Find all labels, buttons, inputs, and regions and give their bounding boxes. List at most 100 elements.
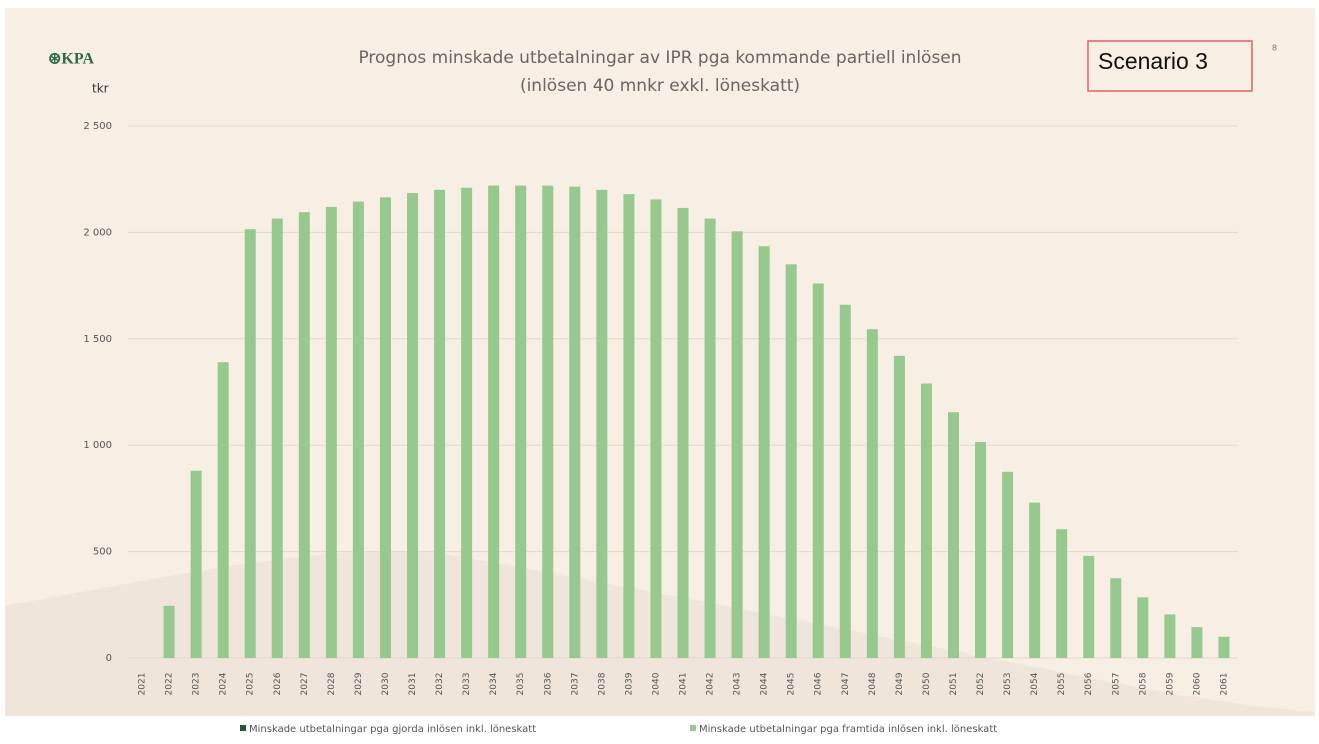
bar: [947, 412, 959, 658]
x-tick-label: 2042: [706, 673, 716, 696]
x-tick-label: 2027: [300, 673, 310, 696]
x-tick-label: 2047: [841, 673, 851, 696]
bar: [650, 199, 662, 658]
x-tick-label: 2058: [1138, 672, 1148, 695]
bar: [217, 362, 229, 658]
legend-swatch: [240, 725, 246, 731]
bar: [893, 355, 905, 658]
bar: [866, 329, 878, 658]
bar: [407, 193, 419, 659]
x-tick-label: 2028: [327, 672, 337, 695]
bar: [812, 283, 824, 658]
x-tick-label: 2036: [543, 672, 553, 695]
bar: [515, 185, 527, 659]
y-tick-label: 2 000: [83, 227, 112, 238]
bar: [542, 185, 554, 659]
x-tick-label: 2061: [1219, 673, 1229, 696]
bar: [1164, 614, 1176, 658]
bar: [920, 383, 932, 658]
x-tick-label: 2050: [922, 672, 932, 695]
x-tick-label: 2031: [408, 673, 418, 696]
legend-label: Minskade utbetalningar pga framtida inlö…: [699, 724, 997, 735]
bar: [1137, 597, 1149, 658]
x-tick-label: 2037: [570, 673, 580, 696]
x-tick-label: 2059: [1165, 672, 1175, 695]
bar: [461, 187, 473, 658]
bar: [190, 470, 202, 658]
scenario-box: [1087, 40, 1253, 92]
x-tick-label: 2053: [1003, 673, 1013, 696]
x-tick-label: 2021: [138, 673, 148, 696]
legend-label: Minskade utbetalningar pga gjorda inlöse…: [249, 724, 536, 735]
x-tick-label: 2054: [1030, 672, 1040, 695]
y-axis-label: tkr: [92, 82, 109, 96]
x-tick-label: 2049: [895, 672, 905, 695]
x-tick-label: 2026: [273, 672, 283, 695]
scenario-wrap: Scenario 3: [1098, 48, 1208, 74]
bar: [839, 304, 851, 658]
y-tick-label: 0: [106, 653, 112, 664]
bar: [271, 218, 283, 658]
bar: [677, 207, 689, 659]
x-tick-label: 2039: [624, 672, 634, 695]
x-tick-label: 2060: [1192, 672, 1202, 695]
x-tick-label: 2038: [597, 672, 607, 695]
bar: [569, 186, 581, 658]
x-tick-label: 2022: [165, 673, 175, 696]
x-tick-label: 2033: [462, 673, 472, 696]
y-tick-label: 1 500: [83, 334, 112, 345]
bar: [704, 218, 716, 658]
x-tick-label: 2055: [1057, 673, 1067, 696]
bar: [731, 231, 743, 658]
x-tick-label: 2057: [1111, 673, 1121, 696]
x-tick-label: 2045: [787, 673, 797, 696]
legend-swatch: [690, 725, 696, 731]
y-tick-label: 500: [93, 547, 112, 558]
x-tick-label: 2034: [489, 672, 499, 695]
logo: ⊛KPA: [48, 51, 94, 68]
bar: [596, 189, 608, 658]
x-tick-label: 2032: [435, 673, 445, 696]
bar: [1110, 578, 1122, 658]
bar: [1056, 529, 1068, 658]
bar: [623, 194, 635, 658]
y-tick-label: 2 500: [83, 121, 112, 132]
chart-title: Prognos minskade utbetalningar av IPR pg…: [358, 48, 961, 68]
x-tick-label: 2056: [1084, 672, 1094, 695]
x-tick-label: 2052: [976, 673, 986, 696]
x-tick-label: 2051: [949, 673, 959, 696]
bar: [434, 189, 446, 658]
x-tick-label: 2046: [814, 672, 824, 695]
page-number: 8: [1272, 44, 1277, 53]
bar: [785, 264, 797, 658]
bar: [244, 229, 256, 658]
bar: [1002, 471, 1014, 658]
x-tick-label: 2043: [733, 673, 743, 696]
x-tick-label: 2025: [246, 673, 256, 696]
x-tick-label: 2040: [651, 672, 661, 695]
bar: [1218, 636, 1230, 658]
x-tick-label: 2030: [381, 672, 391, 695]
x-tick-label: 2041: [679, 673, 689, 696]
chart-subtitle: (inlösen 40 mnkr exkl. löneskatt): [520, 76, 800, 96]
x-tick-label: 2035: [516, 673, 526, 696]
x-tick-label: 2044: [760, 672, 770, 695]
x-tick-label: 2029: [354, 672, 364, 695]
x-tick-label: 2023: [192, 673, 202, 696]
scenario-label: Scenario 3: [1098, 48, 1208, 74]
bar: [379, 197, 391, 658]
bar: [298, 212, 310, 658]
bar: [975, 442, 987, 658]
x-tick-label: 2024: [219, 672, 229, 695]
bar: [352, 201, 364, 658]
bar: [488, 185, 500, 659]
bar: [325, 206, 337, 658]
bar: [1191, 627, 1203, 658]
x-tick-label: 2048: [868, 672, 878, 695]
bar: [163, 605, 175, 658]
bar: [1029, 502, 1041, 658]
y-tick-label: 1 000: [83, 440, 112, 451]
bar: [758, 246, 770, 658]
